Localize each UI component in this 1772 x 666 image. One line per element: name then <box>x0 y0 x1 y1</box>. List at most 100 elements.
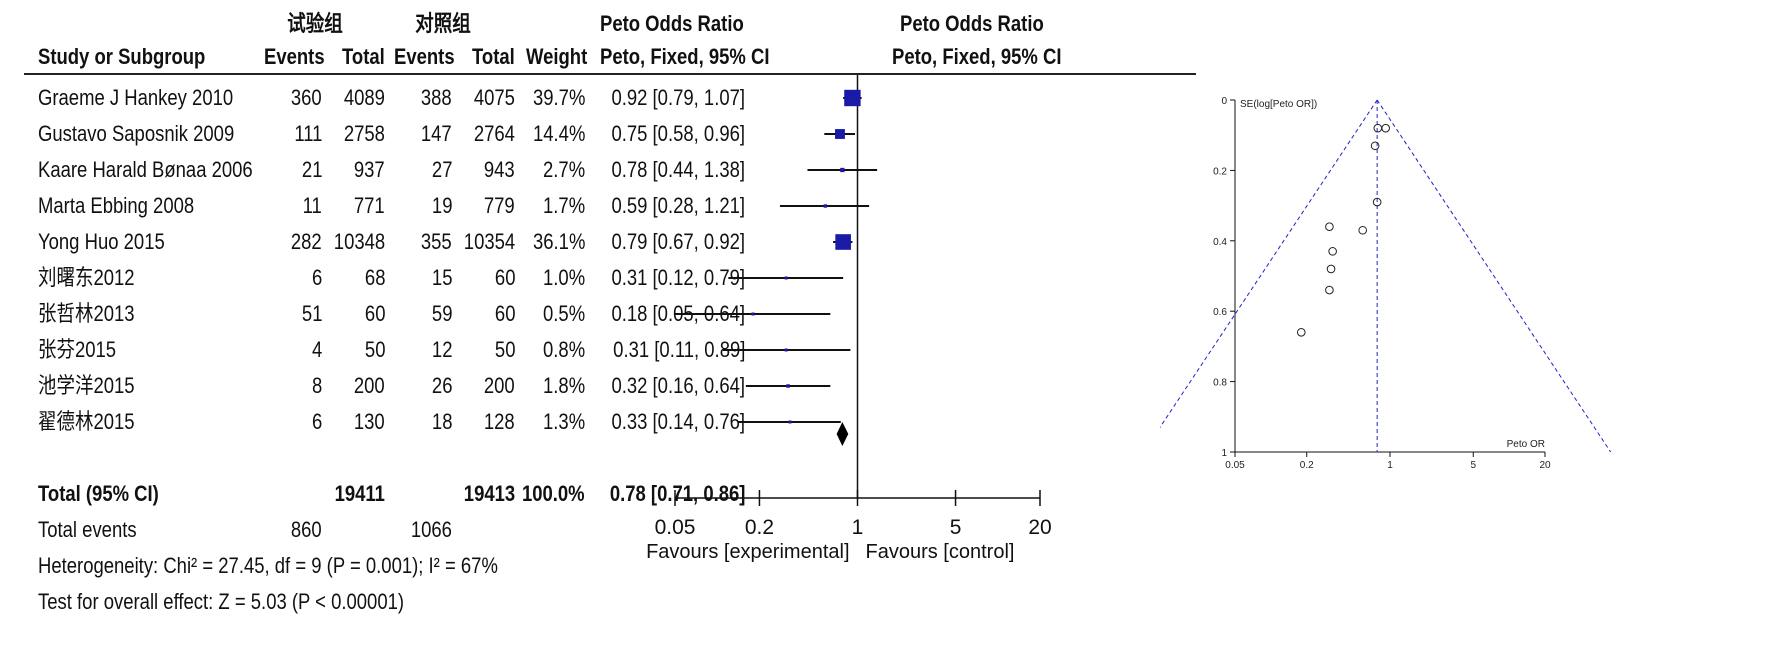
row-exp-events: 282 <box>291 229 322 254</box>
ctl-total-header: Total <box>472 44 515 69</box>
row-weight: 0.8% <box>542 337 585 362</box>
row-weight: 1.8% <box>542 373 585 398</box>
row-ctl-total: 4075 <box>473 85 515 110</box>
row-weight: 39.7% <box>532 85 585 110</box>
row-or-ci: 0.32 [0.16, 0.64] <box>611 373 745 398</box>
row-exp-events: 11 <box>302 193 322 218</box>
row-exp-events: 8 <box>311 373 322 398</box>
row-ctl-total: 779 <box>484 193 515 218</box>
row-ctl-total: 2764 <box>473 121 515 146</box>
row-exp-total: 68 <box>364 265 385 290</box>
funnel-study-point <box>1373 123 1383 133</box>
header-rule <box>24 73 1196 75</box>
or-column-subtitle: Peto, Fixed, 95% CI <box>600 44 770 69</box>
study-weight-square <box>784 276 788 280</box>
funnel-x-tick-label: 0.05 <box>1225 460 1245 471</box>
funnel-study-point <box>1326 264 1336 274</box>
funnel-y-tick-label: 0 <box>1221 96 1227 107</box>
funnel-study-point <box>1370 141 1380 151</box>
row-ctl-events: 27 <box>431 157 452 182</box>
row-study-name: 张芬2015 <box>38 337 117 362</box>
row-weight: 1.7% <box>542 193 585 218</box>
row-or-ci: 0.92 [0.79, 1.07] <box>611 85 745 110</box>
total-exp-n: 19411 <box>334 481 385 506</box>
funnel-y-tick-label: 0.4 <box>1213 237 1227 248</box>
row-exp-events: 4 <box>311 337 322 362</box>
funnel-y-tick-label: 0.6 <box>1213 307 1227 318</box>
study-weight-square <box>835 234 851 250</box>
row-or-ci: 0.75 [0.58, 0.96] <box>611 121 745 146</box>
row-exp-total: 200 <box>354 373 385 398</box>
total-ci: 0.78 [0.71, 0.86] <box>609 481 745 506</box>
plot-column-title: Peto Odds Ratio <box>900 11 1044 36</box>
forest-x-tick-label: 0.05 <box>655 516 696 539</box>
row-weight: 2.7% <box>542 157 585 182</box>
row-ctl-events: 59 <box>431 301 452 326</box>
funnel-y-tick-label: 0.2 <box>1213 166 1227 177</box>
row-ctl-total: 128 <box>484 409 515 434</box>
row-exp-total: 2758 <box>343 121 385 146</box>
total-events-exp: 860 <box>291 517 322 542</box>
row-ctl-events: 26 <box>431 373 452 398</box>
funnel-study-point <box>1372 197 1382 207</box>
total-label: Total (95% CI) <box>38 481 159 506</box>
funnel-y-tick-label: 0.8 <box>1213 378 1227 389</box>
row-study-name: Kaare Harald Bønaa 2006 <box>38 157 253 182</box>
row-ctl-events: 147 <box>421 121 452 146</box>
total-events-label: Total events <box>38 517 137 542</box>
row-exp-total: 10348 <box>333 229 385 254</box>
forest-x-tick-label: 20 <box>1028 516 1051 539</box>
row-ctl-total: 10354 <box>463 229 515 254</box>
forest-table: 试验组 对照组 Peto Odds Ratio Peto Odds Ratio … <box>24 11 1196 614</box>
row-ctl-events: 388 <box>421 85 452 110</box>
row-or-ci: 0.31 [0.11, 0.89] <box>612 337 745 362</box>
forest-x-tick-label: 1 <box>852 516 864 539</box>
heterogeneity-text: Heterogeneity: Chi² = 27.45, df = 9 (P =… <box>38 553 498 578</box>
row-or-ci: 0.33 [0.14, 0.76] <box>611 409 745 434</box>
study-weight-square <box>840 167 845 173</box>
study-weight-square <box>788 420 792 424</box>
row-or-ci: 0.79 [0.67, 0.92] <box>611 229 745 254</box>
row-exp-events: 6 <box>311 409 322 434</box>
row-exp-events: 111 <box>293 121 322 146</box>
forest-x-tick-label: 5 <box>950 516 962 539</box>
row-or-ci: 0.31 [0.12, 0.79] <box>611 265 745 290</box>
row-weight: 36.1% <box>532 229 585 254</box>
row-study-name: 池学洋2015 <box>38 373 135 398</box>
row-exp-events: 360 <box>291 85 322 110</box>
total-events-ctl: 1066 <box>410 517 452 542</box>
favours-experimental-label: Favours [experimental] <box>646 541 849 563</box>
row-ctl-total: 60 <box>494 265 515 290</box>
funnel-study-point <box>1325 222 1334 232</box>
forest-plot: 0.05 0.2 1 5 20 Favours [experimental] Favours… <box>646 75 1052 563</box>
forest-x-tick-label: 0.2 <box>745 516 774 539</box>
row-exp-total: 50 <box>364 337 385 362</box>
row-study-name: Gustavo Saposnik 2009 <box>38 121 235 146</box>
row-weight: 14.4% <box>532 121 585 146</box>
row-ctl-total: 60 <box>494 301 515 326</box>
row-ctl-events: 18 <box>431 409 452 434</box>
plot-column-subtitle: Peto, Fixed, 95% CI <box>892 44 1062 69</box>
funnel-study-point <box>1358 225 1368 235</box>
row-exp-total: 771 <box>354 193 385 218</box>
row-ctl-events: 19 <box>431 193 452 218</box>
row-study-name: Marta Ebbing 2008 <box>38 193 195 218</box>
or-column-title: Peto Odds Ratio <box>600 11 744 36</box>
ctl-events-header: Events <box>394 44 455 69</box>
row-or-ci: 0.59 [0.28, 1.21] <box>611 193 745 218</box>
row-or-ci: 0.78 [0.44, 1.38] <box>611 157 745 182</box>
row-study-name: Graeme J Hankey 2010 <box>38 85 234 110</box>
row-ctl-total: 50 <box>494 337 515 362</box>
row-exp-events: 21 <box>301 157 322 182</box>
experimental-group-header: 试验组 <box>287 11 343 36</box>
funnel-y-axis-label: SE(log[Peto OR]) <box>1240 99 1317 110</box>
row-study-name: 翟德林2015 <box>38 409 135 434</box>
row-ctl-events: 15 <box>431 265 452 290</box>
row-ctl-events: 355 <box>421 229 452 254</box>
row-study-name: Yong Huo 2015 <box>38 229 165 254</box>
row-study-name: 刘曙东2012 <box>38 265 135 290</box>
row-exp-total: 60 <box>364 301 385 326</box>
funnel-study-point <box>1296 328 1306 337</box>
funnel-study-point <box>1328 247 1337 256</box>
